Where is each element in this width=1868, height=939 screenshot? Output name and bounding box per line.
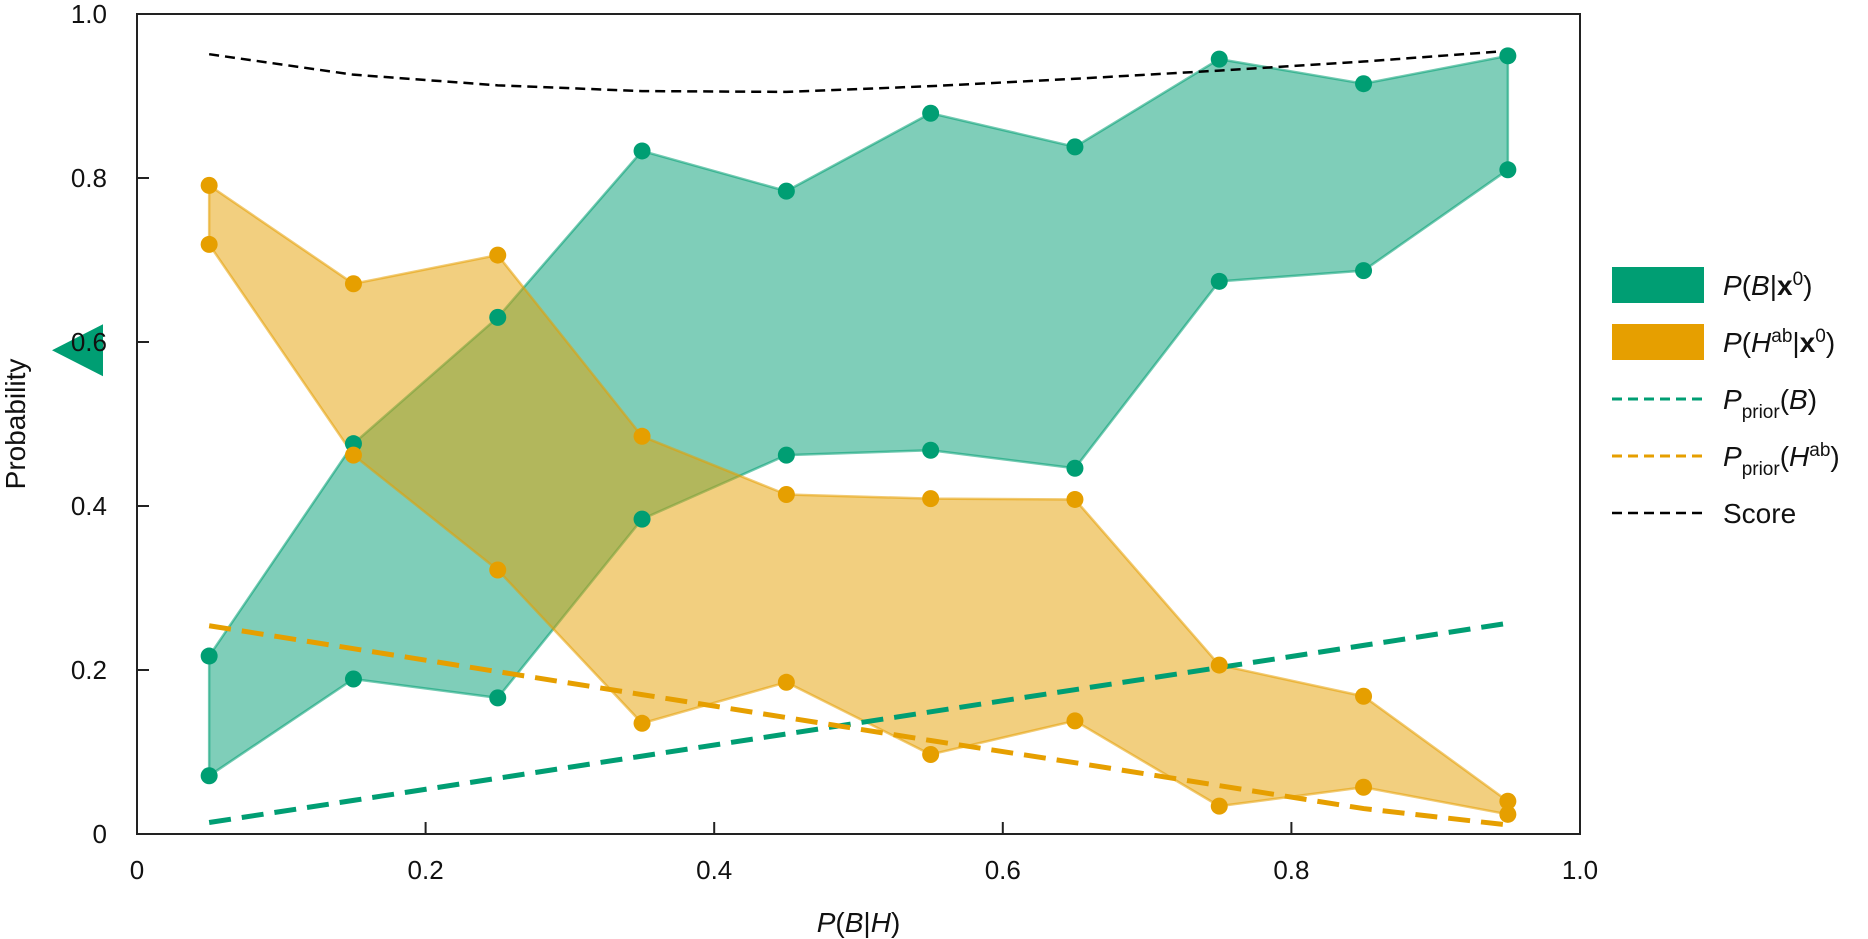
point-p-hab-x0-lower (1066, 712, 1084, 730)
point-p-b-x0-lower (489, 689, 507, 707)
point-p-b-x0-upper (489, 308, 507, 326)
axes: 0 0.2 0.4 0.6 0.8 1.0 0 0.2 0.4 0.6 0.8 1.0 P(B|H) Pr… (0, 0, 1598, 938)
y-tick-label: 0 (93, 819, 107, 849)
point-p-hab-x0-lower (1499, 805, 1517, 823)
point-p-hab-x0-upper (1066, 490, 1084, 508)
point-p-hab-x0-lower (777, 673, 795, 691)
legend-swatch (1612, 324, 1704, 360)
legend-label: Score (1723, 498, 1796, 529)
x-tick-label: 0.8 (1273, 855, 1309, 885)
point-p-b-x0-lower (1355, 262, 1373, 280)
line-pprior-hab (208, 623, 1509, 828)
point-p-b-x0-lower (922, 441, 940, 459)
point-p-b-x0-lower (1066, 459, 1084, 477)
marker-triangle (52, 324, 103, 377)
y-tick-label: 1.0 (71, 0, 107, 29)
point-p-b-x0-upper (1210, 50, 1228, 68)
legend-label: P(B|x0) (1723, 269, 1812, 301)
point-p-hab-x0-upper (1355, 687, 1373, 705)
point-p-hab-x0-lower (489, 561, 507, 579)
legend-label: Pprior(B) (1723, 384, 1817, 423)
point-p-hab-x0-upper (1210, 656, 1228, 674)
line-pprior-b (208, 620, 1509, 825)
point-p-hab-x0-upper (777, 486, 795, 504)
legend: P(B|x0) P(Hab|x0) Pprior(B) Pprior(Hab) Scor… (1612, 267, 1840, 529)
point-p-b-x0-lower (633, 510, 651, 528)
point-p-hab-x0-lower (1210, 797, 1228, 815)
point-p-b-x0-lower (344, 670, 362, 688)
point-p-hab-x0-lower (633, 714, 651, 732)
legend-label: P(Hab|x0) (1723, 326, 1835, 358)
point-p-hab-x0-lower (1355, 778, 1373, 796)
y-tick-label: 0.4 (71, 491, 107, 521)
point-p-b-x0-upper (1499, 47, 1517, 65)
point-p-hab-x0-lower (344, 446, 362, 464)
y-tick-label: 0.2 (71, 655, 107, 685)
point-p-hab-x0-lower (200, 235, 218, 253)
point-p-b-x0-upper (1066, 138, 1084, 156)
point-p-b-x0-upper (633, 142, 651, 160)
point-p-b-x0-upper (200, 647, 218, 665)
y-tick-label: 0.6 (71, 327, 107, 357)
point-p-hab-x0-upper (1499, 792, 1517, 810)
y-tick-label: 0.8 (71, 163, 107, 193)
point-p-hab-x0-upper (489, 246, 507, 264)
point-p-b-x0-upper (777, 182, 795, 200)
x-tick-label: 0.6 (985, 855, 1021, 885)
x-tick-label: 0.2 (408, 855, 444, 885)
x-axis-title: P(B|H) (817, 907, 901, 938)
point-p-b-x0-upper (1355, 75, 1373, 93)
legend-swatch (1612, 267, 1704, 303)
y-axis-title: Probability (0, 359, 31, 490)
point-p-b-x0-upper (922, 104, 940, 122)
point-p-hab-x0-upper (200, 176, 218, 194)
point-p-hab-x0-lower (922, 745, 940, 763)
axes-frame (136, 13, 1581, 835)
x-tick-label: 1.0 (1562, 855, 1598, 885)
point-p-b-x0-lower (777, 446, 795, 464)
point-p-b-x0-lower (200, 767, 218, 785)
point-p-b-x0-lower (1210, 272, 1228, 290)
point-p-hab-x0-upper (922, 490, 940, 508)
point-p-hab-x0-upper (344, 275, 362, 293)
plot-area (52, 47, 1517, 828)
legend-label: Pprior(Hab) (1723, 440, 1840, 480)
x-tick-label: 0 (130, 855, 144, 885)
point-p-b-x0-lower (1499, 161, 1517, 179)
x-tick-label: 0.4 (696, 855, 732, 885)
point-p-hab-x0-upper (633, 427, 651, 445)
